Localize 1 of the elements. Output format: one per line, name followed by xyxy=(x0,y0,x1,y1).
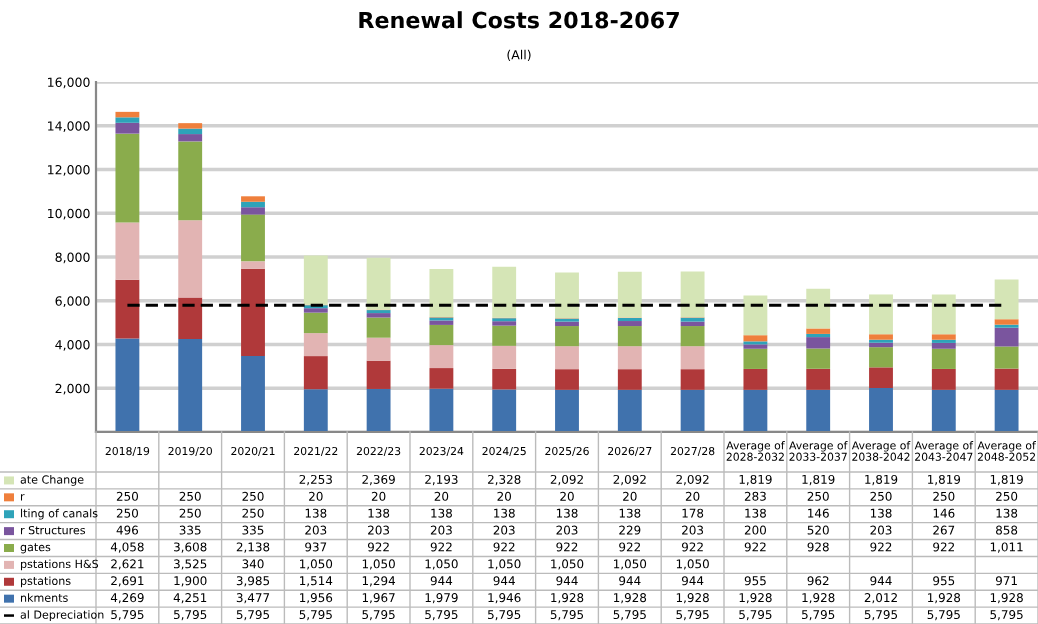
chart-title: Renewal Costs 2018-2067 xyxy=(359,11,679,29)
